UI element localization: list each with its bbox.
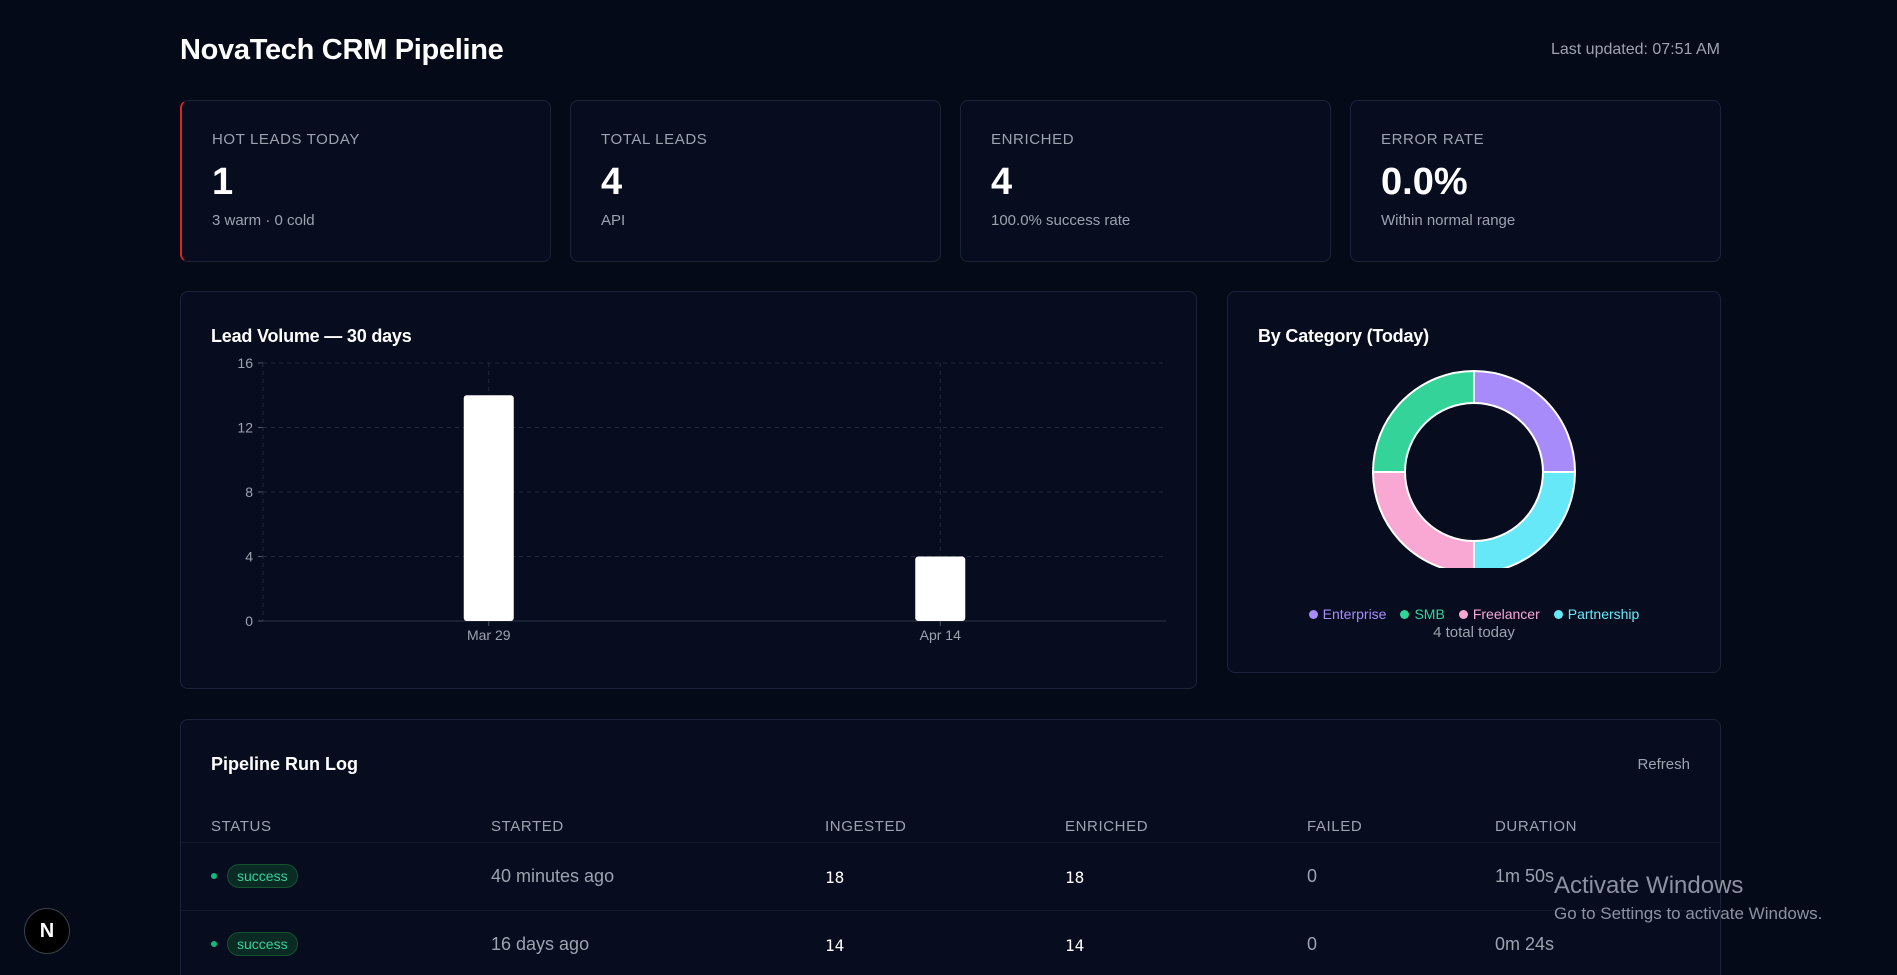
legend-label: Freelancer: [1472, 606, 1540, 622]
column-header-failed[interactable]: FAILED: [1307, 818, 1363, 835]
y-tick-label: 16: [237, 355, 253, 371]
stat-value: 1: [212, 161, 234, 203]
donut-slice-smb: [1371, 369, 1475, 473]
page-header: NovaTech CRM Pipeline Last updated: 07:5…: [180, 28, 1720, 72]
stat-card-hot-leads: HOT LEADS TODAY 1 3 warm · 0 cold: [180, 100, 551, 262]
column-header-started[interactable]: STARTED: [491, 818, 564, 835]
stat-label: TOTAL LEADS: [601, 131, 708, 148]
by-category-title: By Category (Today): [1258, 326, 1429, 346]
run-log-header: Pipeline Run Log Refresh: [211, 754, 1690, 775]
donut-slice-freelancer: [1371, 471, 1475, 568]
stat-card-error-rate: ERROR RATE 0.0% Within normal range: [1350, 100, 1721, 262]
table-divider: [181, 842, 1720, 843]
legend-label: SMB: [1414, 606, 1445, 622]
stat-value: 4: [601, 161, 623, 203]
run-log-title: Pipeline Run Log: [211, 754, 358, 774]
stat-subtext: 100.0% success rate: [991, 212, 1131, 229]
x-tick-label: Mar 29: [467, 627, 511, 643]
last-updated-text: Last updated: 07:51 AM: [1550, 41, 1720, 58]
stat-subtext: Within normal range: [1381, 212, 1516, 229]
column-header-enriched[interactable]: ENRICHED: [1065, 818, 1149, 835]
legend-dot-icon: [1553, 609, 1563, 619]
started-cell: 16 days ago: [491, 934, 590, 954]
x-tick-label: Apr 14: [920, 627, 961, 643]
donut-slice-enterprise: [1473, 369, 1577, 473]
column-header-duration[interactable]: DURATION: [1495, 818, 1578, 835]
bar-mar-29: [463, 395, 514, 621]
refresh-button[interactable]: Refresh: [1637, 756, 1690, 773]
status-badge: success: [227, 932, 298, 956]
lead-volume-title: Lead Volume — 30 days: [211, 326, 412, 346]
category-total-text: 4 total today: [1433, 624, 1515, 641]
legend-dot-icon: [1400, 609, 1410, 619]
started-cell: 40 minutes ago: [491, 866, 615, 886]
watermark-title: Activate Windows: [1554, 872, 1744, 899]
table-divider: [181, 910, 1720, 911]
by-category-panel: By Category (Today): [1227, 291, 1721, 673]
legend-item-partnership: Partnership: [1553, 606, 1640, 622]
nextjs-dev-badge-icon[interactable]: N: [24, 908, 70, 954]
page-title: NovaTech CRM Pipeline: [180, 33, 504, 66]
stat-label: ERROR RATE: [1381, 131, 1485, 148]
stat-subtext: API: [601, 212, 626, 229]
stat-value: 4: [991, 161, 1013, 203]
y-tick-label: 12: [237, 420, 253, 436]
windows-activation-watermark: Activate Windows Go to Settings to activ…: [1554, 872, 1822, 924]
failed-cell: 0: [1307, 866, 1318, 886]
stat-value: 0.0%: [1381, 161, 1468, 203]
stat-subtext: 3 warm · 0 cold: [212, 212, 315, 229]
lead-volume-panel: Lead Volume — 30 days 0 4 8 12 16 Mar 29 Apr 1…: [180, 291, 1197, 689]
donut-slice-partnership: [1473, 471, 1577, 568]
legend-label: Partnership: [1567, 606, 1640, 622]
legend-label: Enterprise: [1322, 606, 1387, 622]
category-legend: Enterprise SMB Freelancer Partnership: [1227, 606, 1721, 622]
status-dot-icon: [211, 941, 217, 947]
column-header-ingested[interactable]: INGESTED: [825, 818, 907, 835]
ingested-cell: 18: [825, 868, 845, 887]
legend-item-freelancer: Freelancer: [1458, 606, 1540, 622]
status-cell: success: [211, 864, 298, 888]
status-dot-icon: [211, 873, 217, 879]
y-tick-label: 0: [245, 613, 253, 629]
duration-cell: 1m 50s: [1495, 866, 1555, 886]
legend-item-smb: SMB: [1400, 606, 1445, 622]
stat-card-enriched: ENRICHED 4 100.0% success rate: [960, 100, 1331, 262]
legend-dot-icon: [1308, 609, 1318, 619]
bar-apr-14: [915, 556, 966, 621]
category-donut-chart: [1371, 369, 1577, 568]
legend-dot-icon: [1458, 609, 1468, 619]
y-tick-label: 8: [245, 484, 253, 500]
column-header-status[interactable]: STATUS: [211, 818, 272, 835]
stat-label: HOT LEADS TODAY: [212, 131, 360, 148]
status-cell: success: [211, 932, 298, 956]
enriched-cell: 14: [1065, 936, 1085, 955]
stat-card-total-leads: TOTAL LEADS 4 API: [570, 100, 941, 262]
legend-item-enterprise: Enterprise: [1308, 606, 1387, 622]
watermark-subtitle: Go to Settings to activate Windows.: [1554, 904, 1823, 923]
y-tick-label: 4: [245, 549, 253, 565]
pipeline-run-log-panel: Pipeline Run Log Refresh STATUS STARTED …: [180, 719, 1721, 975]
duration-cell: 0m 24s: [1495, 934, 1555, 954]
ingested-cell: 14: [825, 936, 845, 955]
enriched-cell: 18: [1065, 868, 1085, 887]
failed-cell: 0: [1307, 934, 1318, 954]
lead-volume-chart: 0 4 8 12 16 Mar 29 Apr 14: [237, 355, 1166, 643]
stat-label: ENRICHED: [991, 131, 1075, 148]
status-badge: success: [227, 864, 298, 888]
